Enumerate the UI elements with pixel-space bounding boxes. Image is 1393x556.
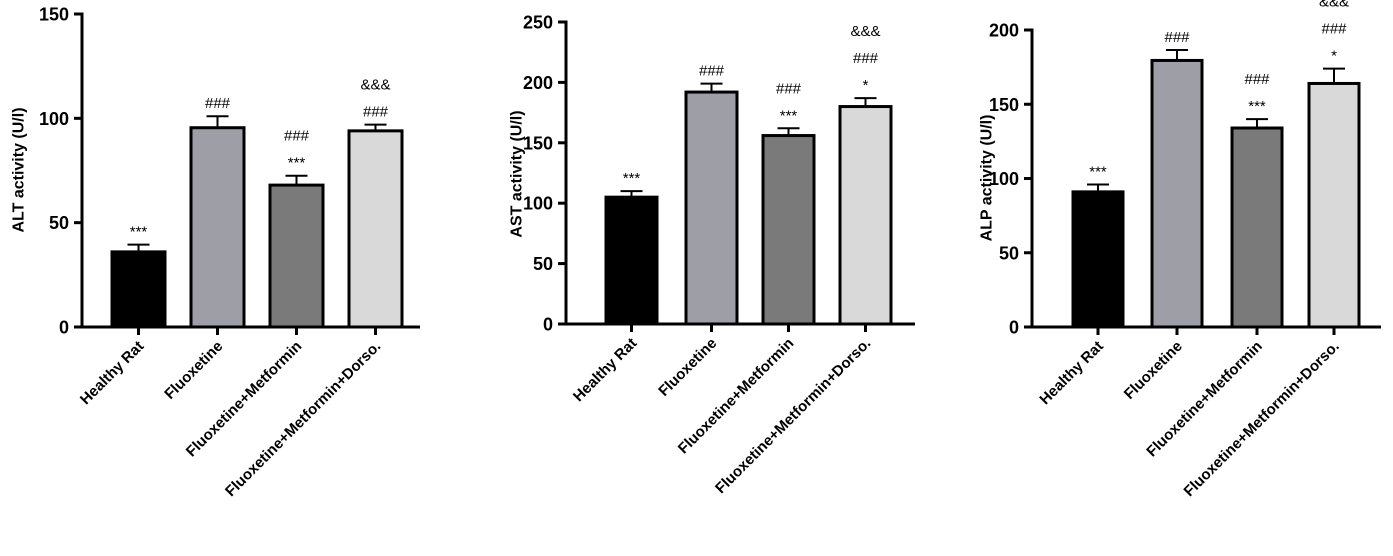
y-tick-label: 0 (543, 315, 553, 335)
y-tick-label: 0 (1009, 318, 1019, 338)
chart-panel-3: 0 50 100 150 200 ALP activity (U/l) *** Healthy… (979, 0, 1381, 500)
x-tick-label: Fluoxetine+Metformin+Dorso. (1181, 338, 1343, 500)
y-tick-label: 0 (59, 318, 69, 338)
chart-panel-1: 0 50 100 150 ALT activity (U/l) *** Healthy Ra… (11, 5, 420, 500)
bar-2 (1150, 58, 1204, 329)
x-tick-label: Healthy Rat (1036, 338, 1106, 408)
bar-3 (268, 183, 325, 329)
significance-label: *** (1089, 163, 1107, 180)
y-tick-label: 100 (523, 194, 553, 214)
significance-label: * (863, 77, 869, 94)
significance-label: * (1331, 48, 1337, 65)
x-tick-label: Healthy Rat (77, 338, 147, 408)
significance-label: ### (363, 104, 389, 121)
y-axis-title: AST activity (U/l) (509, 110, 526, 237)
bar-1 (1071, 190, 1125, 329)
significance-label: &&& (1319, 0, 1349, 11)
significance-label: ### (776, 80, 802, 97)
y-tick-label: 250 (523, 13, 553, 33)
significance-label: *** (130, 224, 148, 241)
y-tick-label: 100 (39, 109, 69, 129)
x-tick-label: Fluoxetine+Metformin+Dorso. (222, 338, 384, 500)
significance-label: &&& (850, 23, 880, 40)
significance-label: ### (1244, 71, 1270, 88)
y-tick-label: 150 (39, 5, 69, 25)
y-tick-label: 50 (49, 213, 69, 233)
y-tick-label: 100 (989, 169, 1019, 189)
significance-label: ### (1321, 21, 1347, 38)
significance-label: *** (1248, 98, 1266, 115)
x-tick-label: Fluoxetine (161, 338, 226, 403)
bar-1 (604, 195, 659, 326)
significance-label: ### (1164, 29, 1190, 46)
significance-label: ### (205, 95, 231, 112)
bar-2 (189, 126, 246, 329)
x-tick-label: Healthy Rat (570, 335, 640, 405)
significance-label: *** (623, 170, 641, 187)
significance-label: *** (288, 155, 306, 172)
significance-label: *** (780, 107, 798, 124)
x-tick-label: Fluoxetine (655, 335, 720, 400)
y-tick-label: 50 (999, 243, 1019, 263)
chart-panel-2: 0 50 100 150 200 250 AST activity (U/l) *** Heal… (509, 13, 915, 497)
y-tick-label: 150 (989, 95, 1019, 115)
bar-4 (838, 105, 893, 326)
bar-1 (110, 250, 167, 329)
bar-4 (347, 129, 404, 329)
significance-label: &&& (360, 77, 390, 94)
bar-4 (1307, 81, 1361, 329)
significance-label: ### (284, 128, 310, 145)
bar-3 (1230, 126, 1284, 329)
bar-3 (761, 134, 816, 326)
y-tick-label: 200 (523, 73, 553, 93)
y-tick-label: 150 (523, 133, 553, 153)
y-axis-title: ALT activity (U/l) (11, 107, 28, 232)
x-tick-label: Fluoxetine (1121, 338, 1186, 403)
y-tick-label: 50 (533, 254, 553, 274)
y-tick-label: 200 (989, 21, 1019, 41)
significance-label: ### (699, 63, 725, 80)
x-tick-label: Fluoxetine+Metformin+Dorso. (712, 335, 874, 497)
significance-label: ### (853, 50, 879, 67)
bar-2 (684, 90, 739, 326)
y-axis-title: ALP activity (U/l) (979, 115, 996, 242)
